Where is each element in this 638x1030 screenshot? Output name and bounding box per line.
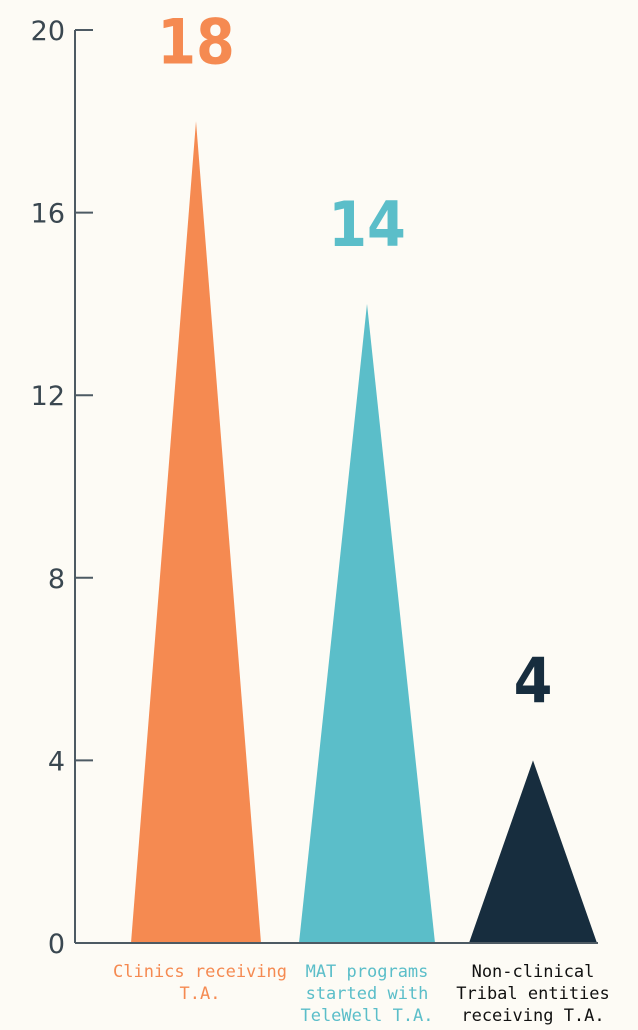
value-labels: 18 14 4 — [157, 5, 552, 717]
category-label-line: started with — [306, 984, 429, 1004]
y-tick-label-20: 20 — [31, 16, 65, 47]
category-label-2: MAT programs started with TeleWell T.A. — [300, 962, 433, 1026]
y-tick-label-0: 0 — [48, 929, 65, 960]
category-label-line: receiving T.A. — [461, 1006, 604, 1026]
y-tick-label-4: 4 — [48, 746, 65, 777]
y-axis — [74, 30, 598, 944]
bar-triangle-2 — [299, 303, 435, 943]
value-label-2: 14 — [328, 188, 406, 261]
bar-triangle-3 — [469, 760, 597, 943]
category-label-line: Tribal entities — [456, 984, 610, 1004]
y-axis-ticks: 0 4 8 12 16 20 — [31, 16, 93, 960]
category-labels: Clinics receiving T.A. MAT programs started… — [113, 962, 610, 1026]
bar-triangle-1 — [131, 121, 261, 944]
value-label-3: 4 — [514, 644, 553, 717]
category-label-3: Non-clinical Tribal entities receiving T.A… — [456, 962, 610, 1026]
category-label-line: Clinics receiving — [113, 962, 287, 982]
category-label-line: T.A. — [180, 984, 221, 1004]
category-label-line: TeleWell T.A. — [300, 1006, 433, 1026]
y-tick-label-8: 8 — [48, 564, 65, 595]
y-tick-label-12: 12 — [31, 381, 65, 412]
value-label-1: 18 — [157, 5, 235, 78]
chart-marks — [131, 121, 597, 944]
category-label-1: Clinics receiving T.A. — [113, 962, 287, 1004]
y-tick-label-16: 16 — [31, 199, 65, 230]
category-label-line: Non-clinical — [472, 962, 595, 982]
category-label-line: MAT programs — [306, 962, 429, 982]
